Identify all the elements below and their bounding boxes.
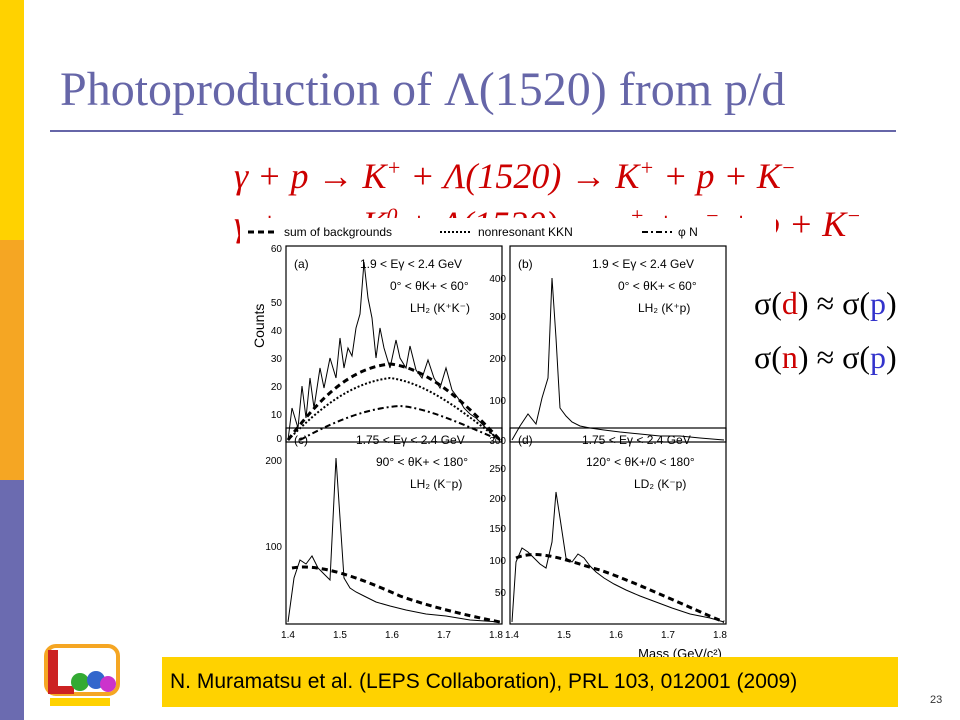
eq1-part: γ + p → K <box>234 156 387 196</box>
panel-a-ytick: 10 <box>271 410 283 421</box>
figure-legend: sum of backgrounds nonresonant KKN φ N <box>248 225 698 239</box>
x-tick-right: 1.5 <box>557 630 571 641</box>
x-tick-left: 1.5 <box>333 630 347 641</box>
eq1-sup: + <box>386 155 402 180</box>
panel-c-ytick: 200 <box>265 456 282 467</box>
panel-a-target: LH₂ (K⁺K⁻) <box>410 301 470 315</box>
eq1-sup: − <box>780 155 796 180</box>
sigma-text: ) ≈ σ( <box>797 285 871 321</box>
eq1-part: + Λ(1520) → K <box>401 156 640 196</box>
title-divider <box>50 130 896 132</box>
panel-a-ytick: 30 <box>271 354 283 365</box>
panel-c-target: LH₂ (K⁻p) <box>410 477 462 491</box>
sigma-relation-neutron: σ(n) ≈ σ(p) <box>754 330 897 384</box>
panel-a-ytick: 0 <box>276 434 282 445</box>
panel-c-histogram <box>287 457 501 623</box>
panel-a-background-curve <box>286 362 502 442</box>
leps-logo <box>44 644 120 706</box>
panel-d-label: (d) <box>518 433 533 447</box>
panel-d-energy: 1.75 < Eγ < 2.4 GeV <box>582 433 691 447</box>
sidebar-strip <box>0 0 24 720</box>
panel-d-ytick: 150 <box>489 524 506 535</box>
y-axis-label: Counts <box>251 304 267 348</box>
x-tick-left: 1.6 <box>385 630 399 641</box>
x-tick-right: 1.7 <box>661 630 675 641</box>
equation-proton: γ + p → K+ + Λ(1520) → K+ + p + K− <box>234 148 804 196</box>
eq1-sup: + <box>639 155 655 180</box>
legend-phi-n: φ N <box>678 225 698 239</box>
panel-d-angle: 120° < θK+/0 < 180° <box>586 455 695 469</box>
panel-b-ytick: 300 <box>489 312 506 323</box>
legend-nonresonant: nonresonant KKN <box>478 225 573 239</box>
panel-b-histogram <box>511 277 725 441</box>
panel-a-energy: 1.9 < Eγ < 2.4 GeV <box>360 257 462 271</box>
panel-b-frame <box>509 245 727 443</box>
sigma-var-d: d <box>781 285 798 321</box>
sigma-text: ) <box>886 285 897 321</box>
panel-d-ytick: 300 <box>489 436 506 447</box>
sigma-var-n: n <box>781 339 798 375</box>
panel-a-phi-curve <box>299 404 501 441</box>
panel-b-ytick: 200 <box>489 354 506 365</box>
legend-sum-backgrounds: sum of backgrounds <box>284 225 392 239</box>
panel-d-ytick: 200 <box>489 494 506 505</box>
cross-section-relations: σ(d) ≈ σ(p) σ(n) ≈ σ(p) <box>754 276 897 384</box>
x-tick-right: 1.4 <box>505 630 519 641</box>
x-tick-right: 1.8 <box>713 630 727 641</box>
eq2-sup: 0 <box>386 203 398 228</box>
panel-d-frame <box>509 427 727 625</box>
panel-d-ytick: 100 <box>489 556 506 567</box>
x-tick-left: 1.4 <box>281 630 295 641</box>
panel-b-angle: 0° < θK+ < 60° <box>618 279 697 293</box>
citation-box: N. Muramatsu et al. (LEPS Collaboration)… <box>162 657 898 707</box>
panel-c-energy: 1.75 < Eγ < 2.4 GeV <box>356 433 465 447</box>
panel-a-label: (a) <box>294 257 309 271</box>
slide-title: Photoproduction of Λ(1520) from p/d <box>60 63 786 116</box>
sigma-text: ) <box>886 339 897 375</box>
panel-a-ytick: 40 <box>271 326 283 337</box>
panel-c-ytick: 100 <box>265 542 282 553</box>
panel-a-nonresonant-curve <box>287 376 501 441</box>
sigma-relation-deuteron: σ(d) ≈ σ(p) <box>754 276 897 330</box>
page-number: 23 <box>930 694 943 706</box>
panel-c-frame <box>285 427 503 625</box>
panel-c-background-curve <box>291 565 501 624</box>
sidebar-yellow-block <box>0 0 24 240</box>
panel-b-energy: 1.9 < Eγ < 2.4 GeV <box>592 257 694 271</box>
panel-d-ytick: 250 <box>489 464 506 475</box>
sidebar-orange-block <box>0 240 24 480</box>
panel-b-ytick: 400 <box>489 274 506 285</box>
sidebar-purple-block <box>0 480 24 720</box>
eq2-sup: − <box>846 203 862 228</box>
panel-b-ytick: 100 <box>489 396 506 407</box>
panel-d-target: LD₂ (K⁻p) <box>634 477 686 491</box>
panel-b-target: LH₂ (K⁺p) <box>638 301 690 315</box>
mass-spectra-figure: sum of backgrounds nonresonant KKN φ N C… <box>240 218 776 670</box>
x-tick-left: 1.7 <box>437 630 451 641</box>
panel-a-ytick: 60 <box>271 244 283 255</box>
panel-a-angle: 0° < θK+ < 60° <box>390 279 469 293</box>
eq1-part: + p + K <box>654 156 781 196</box>
panel-a-ytick: 20 <box>271 382 283 393</box>
panel-a-frame <box>285 245 503 443</box>
x-tick-left: 1.8 <box>489 630 503 641</box>
sigma-var-p: p <box>870 285 887 321</box>
sigma-text: ) ≈ σ( <box>797 339 871 375</box>
panel-a-ytick: 50 <box>271 298 283 309</box>
panel-b-label: (b) <box>518 257 533 271</box>
sigma-text: σ( <box>754 285 782 321</box>
panel-c-angle: 90° < θK+ < 180° <box>376 455 468 469</box>
x-tick-right: 1.6 <box>609 630 623 641</box>
sigma-text: σ( <box>754 339 782 375</box>
sigma-var-p: p <box>870 339 887 375</box>
panel-a-histogram <box>287 261 501 441</box>
panel-d-ytick: 50 <box>495 588 507 599</box>
panel-d-histogram <box>511 491 725 623</box>
